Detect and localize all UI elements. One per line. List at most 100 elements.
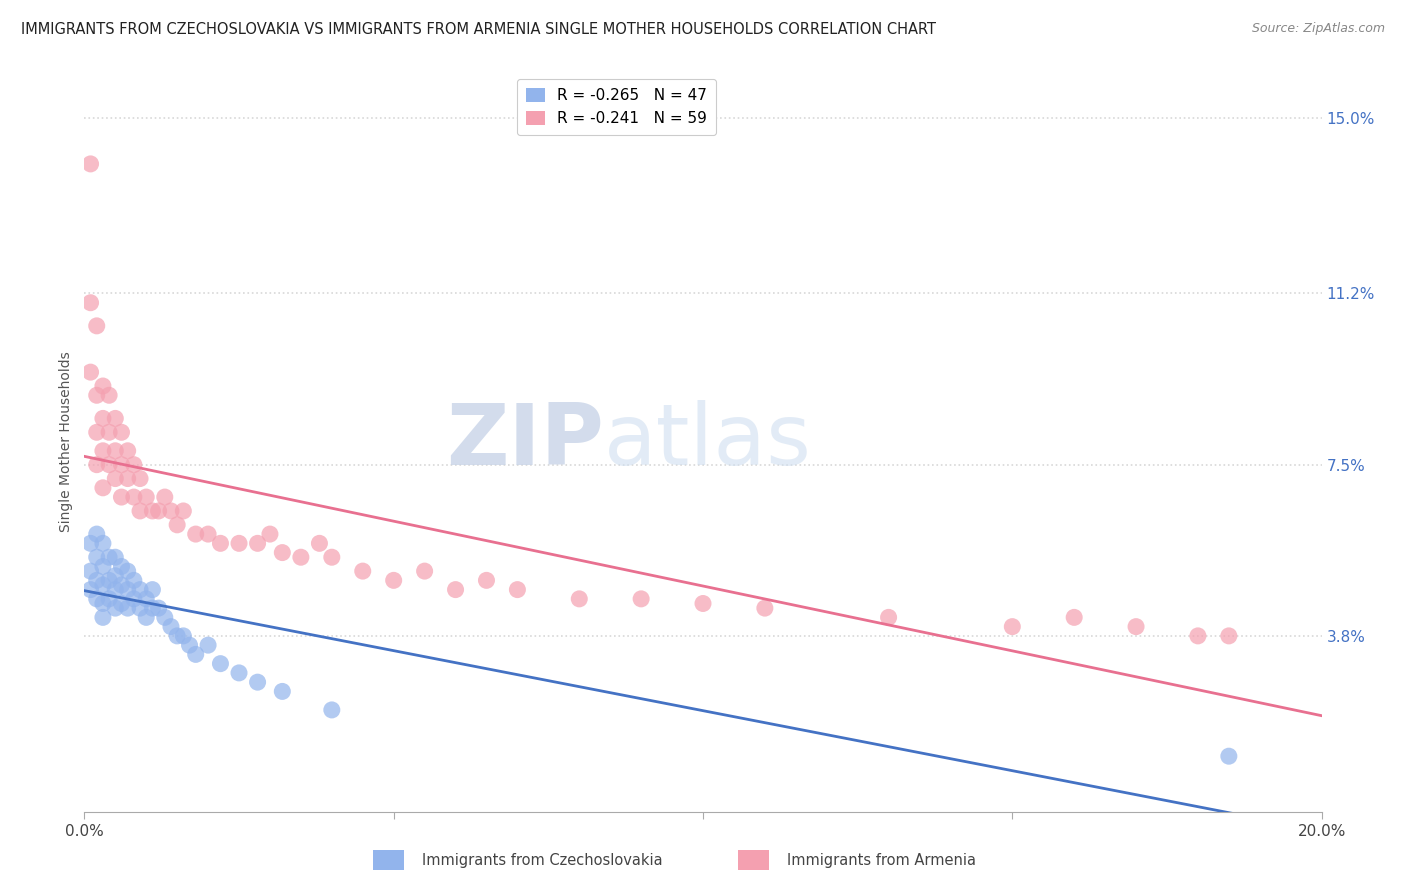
Point xyxy=(290,550,312,565)
Point xyxy=(98,458,121,472)
Point xyxy=(98,425,121,440)
Point xyxy=(98,574,121,588)
Point xyxy=(166,629,188,643)
Point xyxy=(104,411,127,425)
Point xyxy=(141,582,163,597)
Point xyxy=(444,582,467,597)
Point xyxy=(104,472,127,486)
Point xyxy=(1187,629,1209,643)
Point xyxy=(172,629,194,643)
Point xyxy=(877,610,900,624)
Point xyxy=(153,610,176,624)
Point xyxy=(104,568,127,582)
Point xyxy=(259,527,281,541)
Point xyxy=(104,443,127,458)
Point xyxy=(228,536,250,550)
Point xyxy=(86,458,108,472)
Point xyxy=(91,481,114,495)
Point xyxy=(1218,629,1240,643)
Point xyxy=(382,574,405,588)
Point xyxy=(98,591,121,606)
Bar xyxy=(373,850,404,870)
Point xyxy=(160,504,183,518)
Point xyxy=(321,550,343,565)
Point xyxy=(79,365,101,379)
Point xyxy=(104,550,127,565)
Point xyxy=(110,425,132,440)
Point xyxy=(135,591,157,606)
Point xyxy=(91,379,114,393)
Text: ZIP: ZIP xyxy=(446,400,605,483)
Point xyxy=(122,490,145,504)
Y-axis label: Single Mother Households: Single Mother Households xyxy=(59,351,73,532)
Point xyxy=(122,458,145,472)
Point xyxy=(630,591,652,606)
Point xyxy=(79,536,101,550)
Point xyxy=(122,591,145,606)
Point xyxy=(79,564,101,578)
Point xyxy=(79,295,101,310)
Text: atlas: atlas xyxy=(605,400,813,483)
Point xyxy=(110,578,132,592)
Point xyxy=(91,559,114,574)
Point xyxy=(135,490,157,504)
Point xyxy=(1063,610,1085,624)
Point xyxy=(110,490,132,504)
Point xyxy=(1125,619,1147,633)
Point xyxy=(91,610,114,624)
Point xyxy=(179,638,201,652)
Point xyxy=(117,601,139,615)
Point xyxy=(135,610,157,624)
Point xyxy=(160,619,183,633)
Point xyxy=(148,504,170,518)
Point xyxy=(209,657,232,671)
Point xyxy=(117,582,139,597)
Point xyxy=(692,597,714,611)
Point xyxy=(141,504,163,518)
Point xyxy=(129,601,152,615)
Point xyxy=(110,597,132,611)
Point xyxy=(271,545,294,560)
Point xyxy=(129,504,152,518)
Point xyxy=(104,601,127,615)
Point xyxy=(1218,749,1240,764)
Point xyxy=(110,559,132,574)
Point xyxy=(184,648,207,662)
Point xyxy=(86,527,108,541)
Point xyxy=(98,388,121,402)
Point xyxy=(308,536,330,550)
Point xyxy=(122,574,145,588)
Point xyxy=(86,591,108,606)
Point xyxy=(246,536,269,550)
Point xyxy=(86,425,108,440)
Point xyxy=(117,443,139,458)
Point xyxy=(271,684,294,698)
Point xyxy=(184,527,207,541)
Point xyxy=(321,703,343,717)
Point xyxy=(246,675,269,690)
Point xyxy=(129,582,152,597)
Point xyxy=(148,601,170,615)
Point xyxy=(166,517,188,532)
Point xyxy=(117,472,139,486)
Point xyxy=(86,550,108,565)
Point xyxy=(129,472,152,486)
Text: Source: ZipAtlas.com: Source: ZipAtlas.com xyxy=(1251,22,1385,36)
Legend: R = -0.265   N = 47, R = -0.241   N = 59: R = -0.265 N = 47, R = -0.241 N = 59 xyxy=(517,79,716,135)
Point xyxy=(153,490,176,504)
Point xyxy=(91,411,114,425)
Point xyxy=(228,665,250,680)
Point xyxy=(86,574,108,588)
Point xyxy=(209,536,232,550)
Point xyxy=(86,388,108,402)
Text: IMMIGRANTS FROM CZECHOSLOVAKIA VS IMMIGRANTS FROM ARMENIA SINGLE MOTHER HOUSEHOL: IMMIGRANTS FROM CZECHOSLOVAKIA VS IMMIGR… xyxy=(21,22,936,37)
Bar xyxy=(738,850,769,870)
Point xyxy=(141,601,163,615)
Point xyxy=(754,601,776,615)
Text: Immigrants from Armenia: Immigrants from Armenia xyxy=(787,854,976,868)
Point xyxy=(172,504,194,518)
Point xyxy=(506,582,529,597)
Point xyxy=(1001,619,1024,633)
Point xyxy=(91,443,114,458)
Text: Immigrants from Czechoslovakia: Immigrants from Czechoslovakia xyxy=(422,854,662,868)
